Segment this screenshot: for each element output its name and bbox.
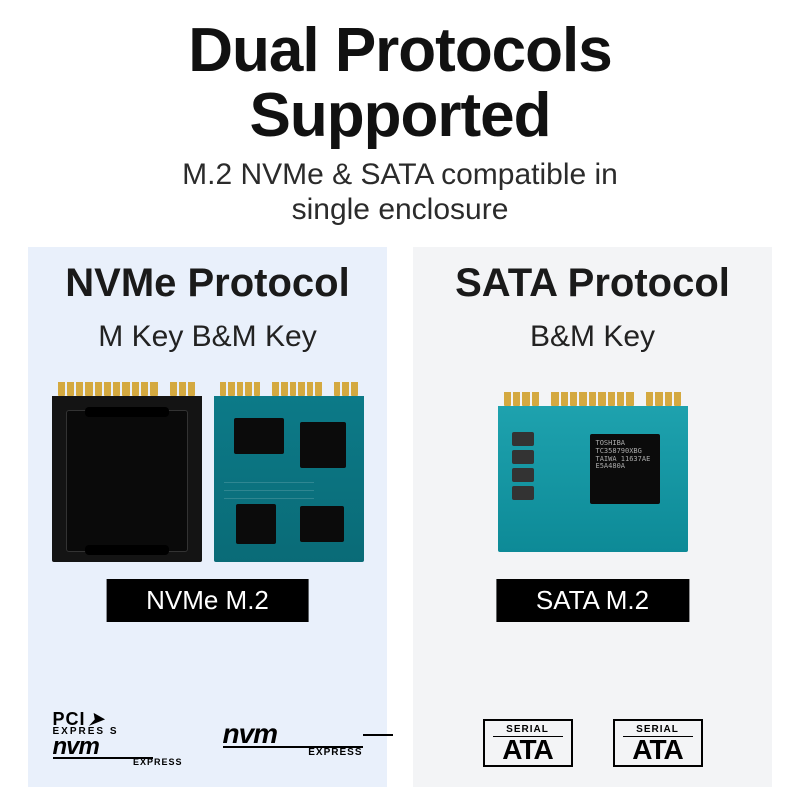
nvme-logos: PCI➤ EXPRES S nvm EXPRESS nvm EXPRESS — [28, 709, 387, 767]
nvme-panel-keys: M Key B&M Key — [38, 320, 377, 354]
sata-badge: SATA M.2 — [496, 579, 689, 622]
subtitle-line-1: M.2 NVMe & SATA compatible in — [182, 158, 618, 191]
serial-ata-logo-2: SERIAL ATA — [613, 719, 703, 768]
nvme-ssd-black — [52, 382, 202, 562]
title-line-2: Supported — [250, 81, 551, 150]
sata-logos: SERIAL ATA SERIAL ATA — [413, 719, 772, 768]
nvm-express-logo: nvm EXPRESS — [223, 718, 363, 758]
page-subtitle: M.2 NVMe & SATA compatible in single enc… — [0, 158, 800, 227]
nvme-badge: NVMe M.2 — [106, 579, 309, 622]
nvm-text: nvm — [223, 718, 363, 750]
sata-panel: SATA Protocol B&M Key — [413, 247, 772, 787]
ata-text: ATA — [493, 737, 563, 764]
sata-ssd-row: TOSHIBA TC358790XBG TAIWA 11637AE E5A480… — [423, 382, 762, 562]
page-title: Dual Protocols Supported — [0, 0, 800, 148]
protocol-panels: NVMe Protocol M Key B&M Key — [0, 227, 800, 787]
nvme-panel: NVMe Protocol M Key B&M Key — [28, 247, 387, 787]
heatsink-icon — [66, 410, 188, 552]
nvme-ssd-green — [214, 382, 364, 562]
pci-nvm-text: nvm — [53, 733, 183, 761]
sata-panel-title: SATA Protocol — [423, 261, 762, 306]
sata-panel-keys: B&M Key — [423, 320, 762, 354]
title-line-1: Dual Protocols — [188, 16, 612, 85]
serial-ata-logo-1: SERIAL ATA — [483, 719, 573, 768]
sata-ssd: TOSHIBA TC358790XBG TAIWA 11637AE E5A480… — [498, 392, 688, 552]
pci-express-logo: PCI➤ EXPRES S nvm EXPRESS — [53, 709, 183, 767]
chip-label: TOSHIBA TC358790XBG TAIWA 11637AE E5A480… — [590, 434, 660, 477]
ata-text-2: ATA — [623, 737, 693, 764]
subtitle-line-2: single enclosure — [292, 193, 509, 226]
nvme-ssd-row — [38, 382, 377, 562]
nvme-panel-title: NVMe Protocol — [38, 261, 377, 306]
